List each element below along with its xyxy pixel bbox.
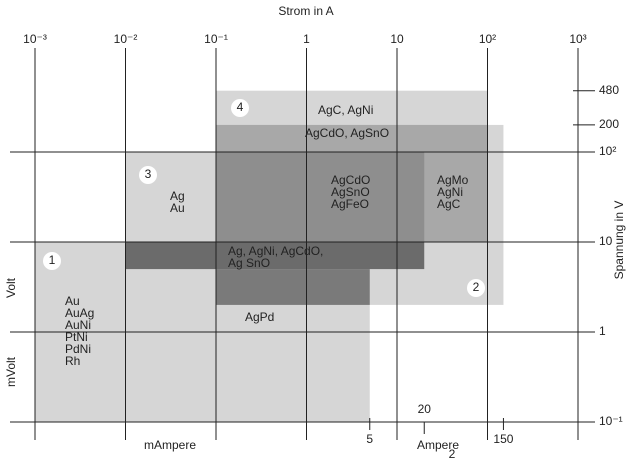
bottom-label: mAmpere <box>144 438 196 452</box>
side-label: Volt <box>4 277 18 298</box>
bottom-tick-label: 20 <box>418 402 432 416</box>
y-tick-label: 10² <box>599 144 616 158</box>
x-tick-label: 10 <box>390 32 404 46</box>
marker-circle <box>139 166 157 184</box>
region-label: AgNi <box>437 185 463 199</box>
page-mark: 2 <box>449 447 456 459</box>
region <box>125 242 425 270</box>
marker-circle <box>43 252 61 270</box>
region-label: AuAg <box>65 306 94 320</box>
region-label: PtNi <box>65 330 88 344</box>
bottom-tick-label: 150 <box>493 432 513 446</box>
region-label: 3 <box>145 167 152 181</box>
x-tick-label: 10³ <box>569 32 586 46</box>
x-tick-label: 10⁻¹ <box>204 32 228 46</box>
region-label: Ag <box>170 189 185 203</box>
y-tick-label: 10 <box>599 234 613 248</box>
region-label: 1 <box>49 253 56 267</box>
marker-circle <box>467 279 485 297</box>
region-label: Au <box>65 294 80 308</box>
region-label: Ag SnO <box>228 256 270 270</box>
region-label: AgCdO, AgSnO <box>305 126 389 140</box>
region-label: 4 <box>237 100 244 114</box>
region-label: AgMo <box>437 173 469 187</box>
region-label: Ag, AgNi, AgCdO, <box>228 244 323 258</box>
marker-circle <box>231 99 249 117</box>
region-label: AgFeO <box>331 197 369 211</box>
bottom-label: Ampere <box>417 438 459 452</box>
region-label: Au <box>170 201 185 215</box>
region-label: AgSnO <box>331 185 370 199</box>
bottom-tick-label: 5 <box>366 432 373 446</box>
side-label: mVolt <box>4 356 18 387</box>
y-tick-label: 10⁻¹ <box>599 414 623 428</box>
y-tick-label: 480 <box>599 83 619 97</box>
region-label: AgPd <box>245 310 274 324</box>
x-tick-label: 10⁻³ <box>23 32 47 46</box>
region <box>216 269 370 305</box>
y-tick-label: 1 <box>599 324 606 338</box>
y-axis-title: Spannung in V <box>612 201 626 280</box>
region <box>125 152 216 242</box>
region-label: PdNi <box>65 342 91 356</box>
region <box>216 152 425 242</box>
region-label: AuNi <box>65 318 91 332</box>
x-axis-title: Strom in A <box>278 4 333 18</box>
region-label: 2 <box>473 280 480 294</box>
region-label: AgCdO <box>331 173 370 187</box>
y-tick-label: 200 <box>599 117 619 131</box>
x-tick-label: 10⁻² <box>114 32 138 46</box>
region-label: AgC, AgNi <box>318 103 373 117</box>
x-tick-label: 1 <box>303 32 310 46</box>
region-label: AgC <box>437 197 461 211</box>
region-label: Rh <box>65 354 80 368</box>
x-tick-label: 10² <box>479 32 496 46</box>
